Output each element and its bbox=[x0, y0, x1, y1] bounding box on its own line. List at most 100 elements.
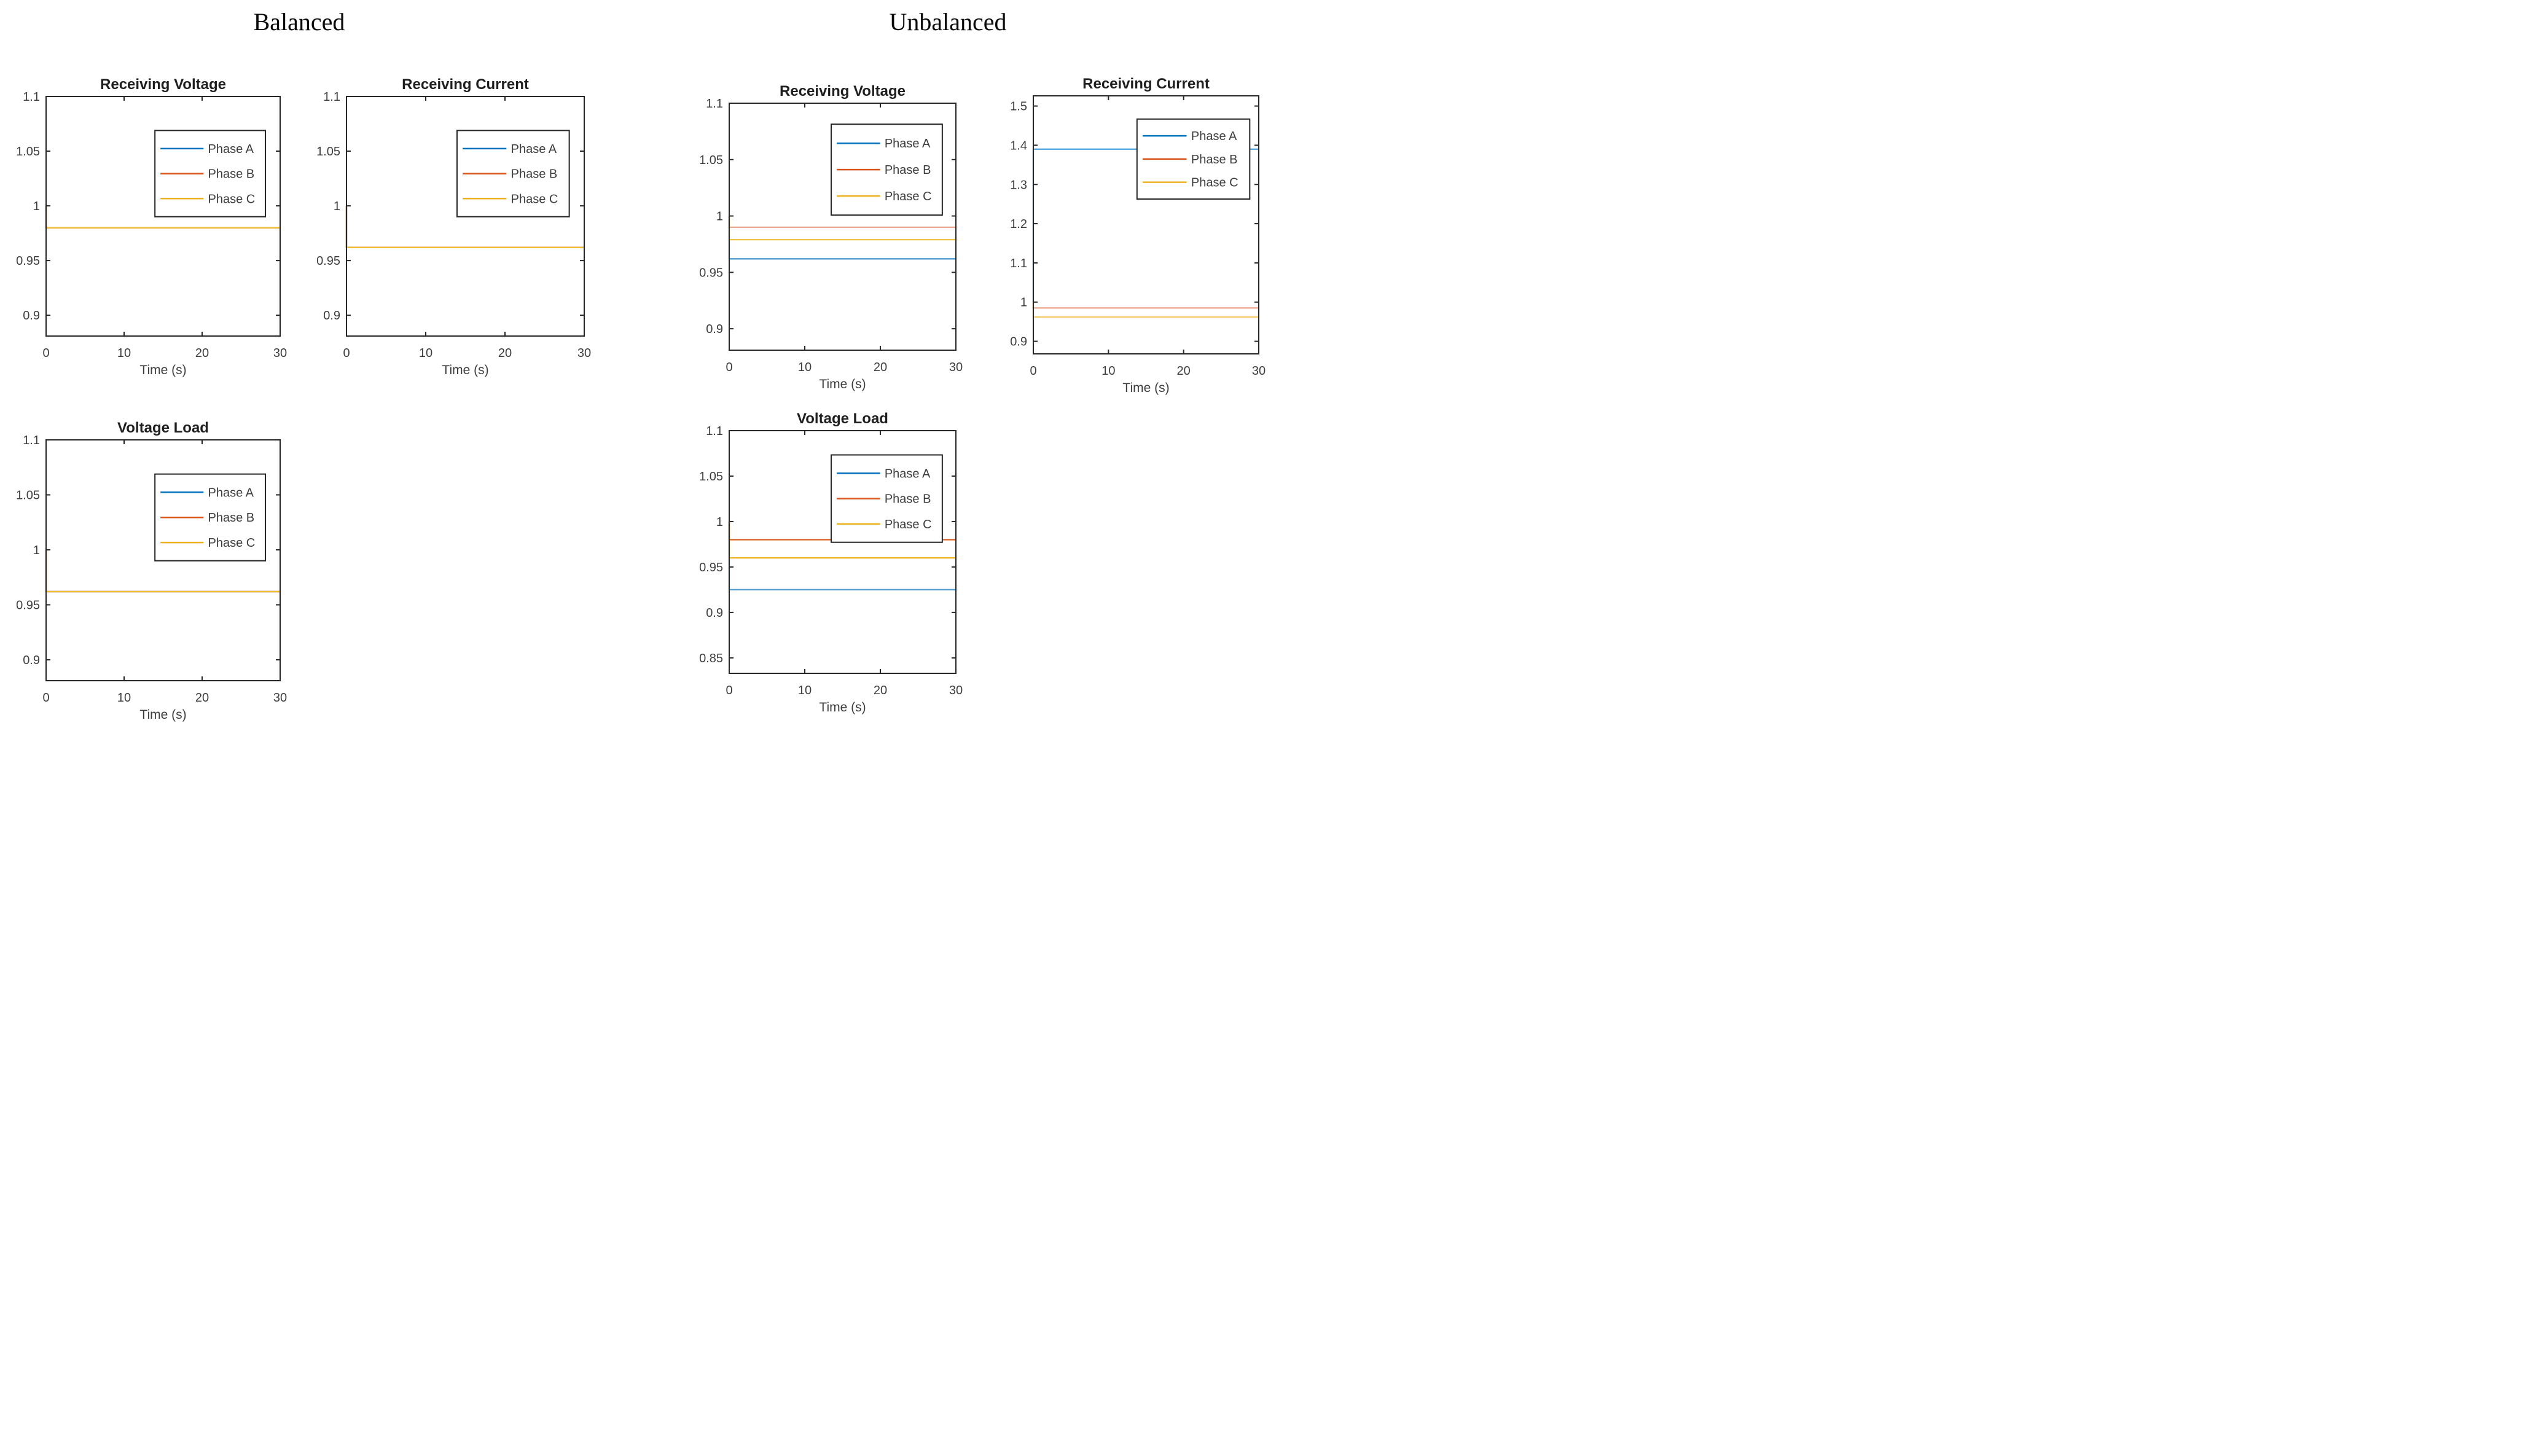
svg-text:10: 10 bbox=[117, 691, 131, 705]
svg-text:Phase B: Phase B bbox=[208, 168, 254, 181]
svg-text:1.4: 1.4 bbox=[1010, 139, 1027, 152]
svg-text:Phase C: Phase C bbox=[511, 192, 558, 206]
svg-text:30: 30 bbox=[949, 361, 963, 374]
svg-text:Phase C: Phase C bbox=[885, 518, 932, 531]
svg-text:1.1: 1.1 bbox=[706, 425, 723, 438]
svg-text:1.1: 1.1 bbox=[706, 97, 723, 111]
svg-text:Receiving Voltage: Receiving Voltage bbox=[100, 76, 226, 93]
svg-text:1: 1 bbox=[716, 210, 723, 224]
svg-text:Time (s): Time (s) bbox=[139, 708, 186, 722]
svg-text:1.05: 1.05 bbox=[699, 154, 723, 167]
svg-text:Phase A: Phase A bbox=[885, 137, 931, 151]
chart-balanced-receiving-current: 0 10 20 30 1.1 1.05 1 0.95 0.9 Receiving Current T… bbox=[316, 76, 591, 377]
svg-text:10: 10 bbox=[117, 346, 131, 360]
svg-text:0: 0 bbox=[343, 346, 350, 360]
svg-text:1.1: 1.1 bbox=[323, 90, 340, 104]
balanced-voltage-load-plot: 0 10 20 30 1.1 1.05 1 0.95 0.9 Voltage Load Time (… bbox=[16, 420, 287, 722]
svg-text:Voltage Load: Voltage Load bbox=[117, 420, 209, 436]
svg-text:1.5: 1.5 bbox=[1010, 100, 1027, 114]
svg-text:0: 0 bbox=[42, 691, 49, 705]
chart-balanced-receiving-voltage: 0 10 20 30 1.1 1.05 1 0.95 0.9 Receiving Voltage T… bbox=[16, 76, 287, 377]
svg-text:20: 20 bbox=[498, 346, 512, 360]
svg-text:0: 0 bbox=[1030, 364, 1036, 378]
svg-text:Phase A: Phase A bbox=[885, 467, 931, 480]
svg-text:Phase B: Phase B bbox=[1191, 153, 1238, 166]
group-title-unbalanced: Unbalanced bbox=[889, 8, 1007, 36]
svg-text:0.85: 0.85 bbox=[699, 652, 723, 665]
unbalanced-receiving-voltage-plot: 0 10 20 30 1.1 1.05 1 0.95 0.9 Receiving Voltage T… bbox=[699, 83, 963, 391]
svg-text:1: 1 bbox=[716, 515, 723, 529]
svg-text:1.3: 1.3 bbox=[1010, 178, 1027, 192]
svg-text:20: 20 bbox=[874, 361, 887, 374]
svg-text:Voltage Load: Voltage Load bbox=[797, 410, 888, 427]
svg-text:Phase B: Phase B bbox=[885, 163, 931, 177]
svg-text:0.95: 0.95 bbox=[316, 254, 340, 268]
balanced-receiving-current-plot: 0 10 20 30 1.1 1.05 1 0.95 0.9 Receiving Current T… bbox=[316, 76, 591, 377]
svg-text:1.1: 1.1 bbox=[1010, 257, 1027, 270]
svg-text:1: 1 bbox=[33, 200, 40, 213]
svg-text:0.95: 0.95 bbox=[16, 254, 40, 268]
svg-text:1: 1 bbox=[334, 200, 340, 213]
chart-unbalanced-receiving-voltage: 0 10 20 30 1.1 1.05 1 0.95 0.9 Receiving Voltage T… bbox=[699, 83, 963, 391]
svg-text:10: 10 bbox=[419, 346, 432, 360]
svg-text:20: 20 bbox=[874, 684, 887, 697]
svg-text:Phase A: Phase A bbox=[208, 143, 254, 156]
balanced-receiving-voltage-plot: 0 10 20 30 1.1 1.05 1 0.95 0.9 Receiving Voltage T… bbox=[16, 76, 287, 377]
svg-text:Phase B: Phase B bbox=[511, 168, 558, 181]
svg-text:1: 1 bbox=[1020, 296, 1027, 310]
svg-text:Phase C: Phase C bbox=[208, 192, 255, 206]
svg-text:0.9: 0.9 bbox=[23, 654, 40, 667]
svg-text:Receiving Voltage: Receiving Voltage bbox=[780, 83, 906, 100]
svg-text:20: 20 bbox=[1177, 364, 1191, 378]
svg-text:10: 10 bbox=[798, 361, 812, 374]
svg-text:1.1: 1.1 bbox=[23, 434, 40, 447]
svg-text:0.95: 0.95 bbox=[699, 266, 723, 280]
svg-text:30: 30 bbox=[273, 346, 287, 360]
svg-text:0.9: 0.9 bbox=[1010, 335, 1027, 349]
unbalanced-voltage-load-plot: 0 10 20 30 1.1 1.05 1 0.95 0.9 0.85 Voltage Load Ti… bbox=[699, 410, 963, 714]
svg-text:Time (s): Time (s) bbox=[819, 700, 866, 714]
svg-text:1.05: 1.05 bbox=[699, 470, 723, 483]
svg-text:30: 30 bbox=[273, 691, 287, 705]
chart-balanced-voltage-load: 0 10 20 30 1.1 1.05 1 0.95 0.9 Voltage Load Time (… bbox=[16, 420, 287, 722]
svg-text:Phase A: Phase A bbox=[1191, 130, 1237, 143]
chart-unbalanced-voltage-load: 0 10 20 30 1.1 1.05 1 0.95 0.9 0.85 Voltage Load Ti… bbox=[699, 410, 963, 714]
svg-text:1.1: 1.1 bbox=[23, 90, 40, 104]
svg-text:0.9: 0.9 bbox=[706, 606, 723, 620]
svg-text:0.9: 0.9 bbox=[23, 309, 40, 323]
svg-text:0.95: 0.95 bbox=[699, 561, 723, 574]
svg-text:1.05: 1.05 bbox=[316, 145, 340, 159]
svg-text:Phase B: Phase B bbox=[208, 511, 254, 525]
svg-text:Time (s): Time (s) bbox=[139, 363, 186, 377]
svg-text:Time (s): Time (s) bbox=[442, 363, 488, 377]
svg-text:Phase C: Phase C bbox=[885, 190, 932, 203]
svg-text:Receiving Current: Receiving Current bbox=[402, 76, 529, 93]
svg-text:30: 30 bbox=[577, 346, 591, 360]
svg-text:30: 30 bbox=[949, 684, 963, 697]
svg-text:10: 10 bbox=[798, 684, 812, 697]
figure-canvas: Balanced Unbalanced 0 10 20 30 1.1 1.05 1 0.95 0… bbox=[0, 0, 1274, 728]
svg-text:1.2: 1.2 bbox=[1010, 217, 1027, 231]
svg-text:20: 20 bbox=[195, 691, 209, 705]
svg-text:Phase B: Phase B bbox=[885, 493, 931, 506]
svg-text:Phase A: Phase A bbox=[208, 486, 254, 499]
svg-text:30: 30 bbox=[1252, 364, 1266, 378]
group-title-balanced: Balanced bbox=[253, 8, 345, 36]
svg-text:0.9: 0.9 bbox=[323, 309, 340, 323]
svg-text:1: 1 bbox=[33, 544, 40, 557]
unbalanced-receiving-current-plot: 0 10 20 30 1.5 1.4 1.3 1.2 1.1 1 0.9 Receiving Curr… bbox=[1010, 76, 1266, 395]
svg-text:0: 0 bbox=[726, 361, 732, 374]
svg-text:0.9: 0.9 bbox=[706, 323, 723, 336]
svg-text:Receiving Current: Receiving Current bbox=[1082, 76, 1210, 92]
svg-text:Phase A: Phase A bbox=[511, 143, 557, 156]
svg-text:0: 0 bbox=[726, 684, 732, 697]
svg-text:0.95: 0.95 bbox=[16, 598, 40, 612]
svg-text:Phase C: Phase C bbox=[208, 536, 255, 550]
svg-text:10: 10 bbox=[1101, 364, 1115, 378]
svg-text:20: 20 bbox=[195, 346, 209, 360]
svg-text:0: 0 bbox=[42, 346, 49, 360]
svg-text:Time (s): Time (s) bbox=[1122, 381, 1169, 395]
chart-unbalanced-receiving-current: 0 10 20 30 1.5 1.4 1.3 1.2 1.1 1 0.9 Receiving Curr… bbox=[1010, 76, 1266, 395]
svg-text:1.05: 1.05 bbox=[16, 488, 40, 502]
svg-text:Time (s): Time (s) bbox=[819, 377, 866, 391]
